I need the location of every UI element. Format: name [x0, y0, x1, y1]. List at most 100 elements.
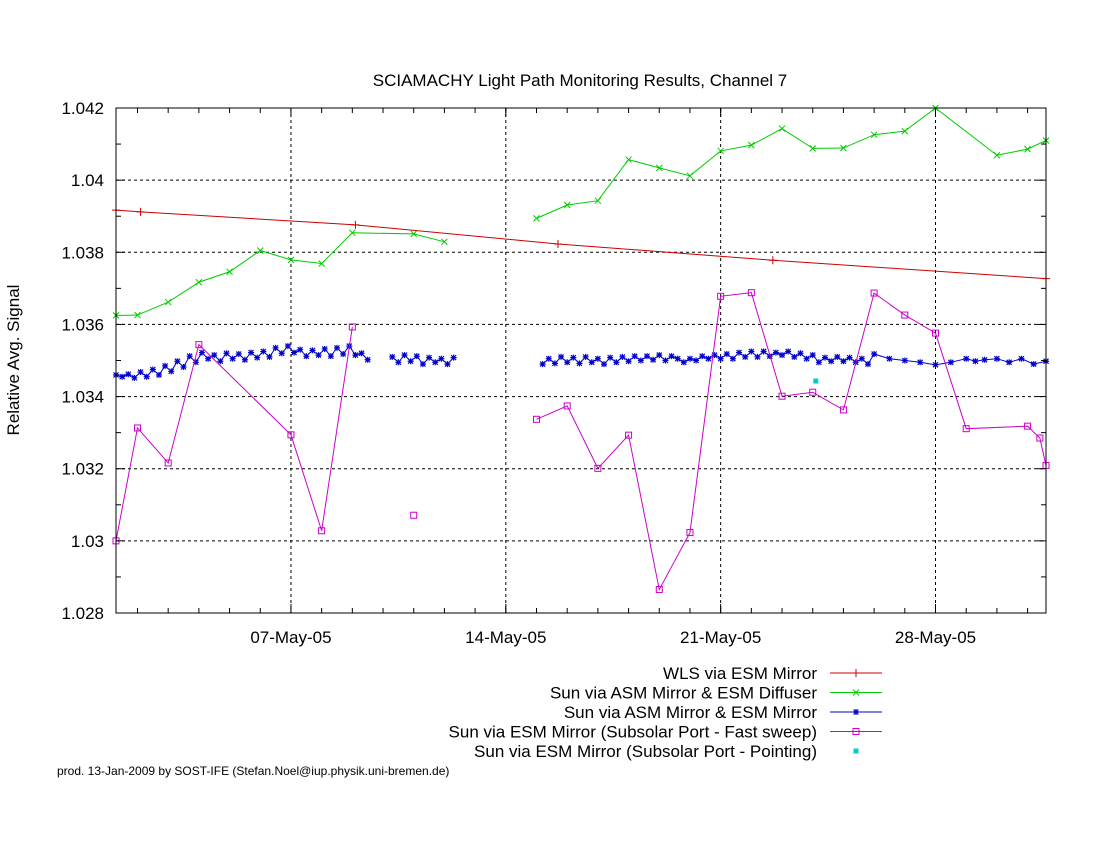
data-point [272, 344, 279, 351]
series-line [536, 107, 1047, 219]
series-1 [112, 104, 1050, 319]
y-tick-label: 1.03 [71, 532, 104, 551]
series-0 [112, 206, 1050, 283]
data-point [852, 728, 860, 735]
data-point [625, 156, 632, 163]
data-point [813, 378, 819, 384]
data-point [772, 349, 779, 356]
data-point [576, 360, 583, 367]
data-point [287, 256, 295, 264]
data-point [1018, 355, 1025, 362]
data-point [532, 415, 540, 423]
data-point [340, 351, 347, 358]
data-point [441, 238, 448, 246]
data-point [932, 361, 939, 368]
data-point [870, 289, 878, 297]
data-point [348, 323, 356, 331]
legend-label: Sun via ASM Mirror & ESM Mirror [564, 703, 817, 722]
data-point [717, 292, 725, 300]
data-point [229, 355, 236, 362]
data-point [972, 358, 979, 365]
data-point [601, 361, 608, 368]
data-point [785, 348, 792, 355]
series-layer [112, 104, 1050, 594]
data-point [413, 353, 420, 360]
data-point [134, 311, 141, 319]
data-point [364, 356, 371, 363]
data-point [303, 353, 310, 360]
data-point [558, 353, 565, 360]
series-line [115, 326, 353, 541]
x-tick-label: 07-May-05 [250, 628, 331, 647]
data-point [426, 354, 433, 361]
data-point [736, 349, 743, 356]
data-point [205, 355, 212, 362]
data-point [747, 289, 755, 297]
data-point [729, 355, 736, 362]
data-point [358, 350, 365, 357]
data-point [223, 350, 230, 357]
data-point [674, 355, 681, 362]
data-point [321, 345, 328, 352]
data-point [619, 353, 626, 360]
data-point [754, 353, 761, 360]
data-point [711, 352, 718, 359]
data-point [174, 358, 181, 365]
data-point [582, 353, 589, 360]
data-point [963, 355, 970, 362]
data-point [192, 359, 199, 366]
data-point [137, 369, 144, 376]
data-point [680, 359, 687, 366]
data-point [533, 215, 540, 222]
data-point [613, 359, 620, 366]
data-point [284, 343, 291, 350]
data-point [395, 359, 402, 366]
data-point [846, 354, 853, 361]
data-point [809, 145, 817, 152]
data-point [637, 357, 644, 364]
y-tick-label: 1.042 [61, 99, 104, 118]
data-point [803, 355, 810, 362]
data-point [901, 357, 908, 364]
x-tick-label: 14-May-05 [465, 628, 546, 647]
data-point [993, 151, 1001, 159]
data-point [886, 355, 893, 362]
data-point [656, 352, 663, 359]
y-tick-label: 1.034 [61, 388, 104, 407]
data-point [226, 268, 233, 276]
data-point [778, 392, 786, 400]
data-point [198, 349, 205, 356]
data-point [450, 354, 457, 361]
data-point [260, 348, 267, 355]
data-point [551, 360, 558, 367]
data-point [164, 298, 172, 306]
data-point [853, 709, 859, 715]
x-tick-label: 28-May-05 [895, 628, 976, 647]
data-point [699, 353, 706, 360]
data-point [797, 350, 804, 357]
data-point [686, 529, 694, 537]
data-point [297, 346, 304, 353]
data-point [1024, 145, 1031, 153]
data-point [779, 352, 786, 359]
data-point [932, 329, 940, 337]
series-line [536, 292, 1047, 592]
data-point [809, 388, 817, 396]
data-point [858, 355, 865, 362]
data-point [318, 527, 326, 535]
data-point [809, 352, 816, 359]
data-point [327, 353, 334, 360]
data-point [131, 374, 138, 381]
data-point [389, 353, 396, 360]
data-point [853, 748, 859, 754]
data-point [155, 371, 162, 378]
data-point [852, 669, 860, 677]
y-tick-label: 1.028 [61, 604, 104, 623]
data-point [625, 431, 633, 439]
y-tick-label: 1.038 [61, 243, 104, 262]
data-point [125, 371, 132, 378]
legend-label: Sun via ESM Mirror (Subsolar Port - Fast… [449, 723, 817, 742]
y-axis-label: Relative Avg. Signal [4, 285, 23, 436]
data-point [864, 361, 871, 368]
